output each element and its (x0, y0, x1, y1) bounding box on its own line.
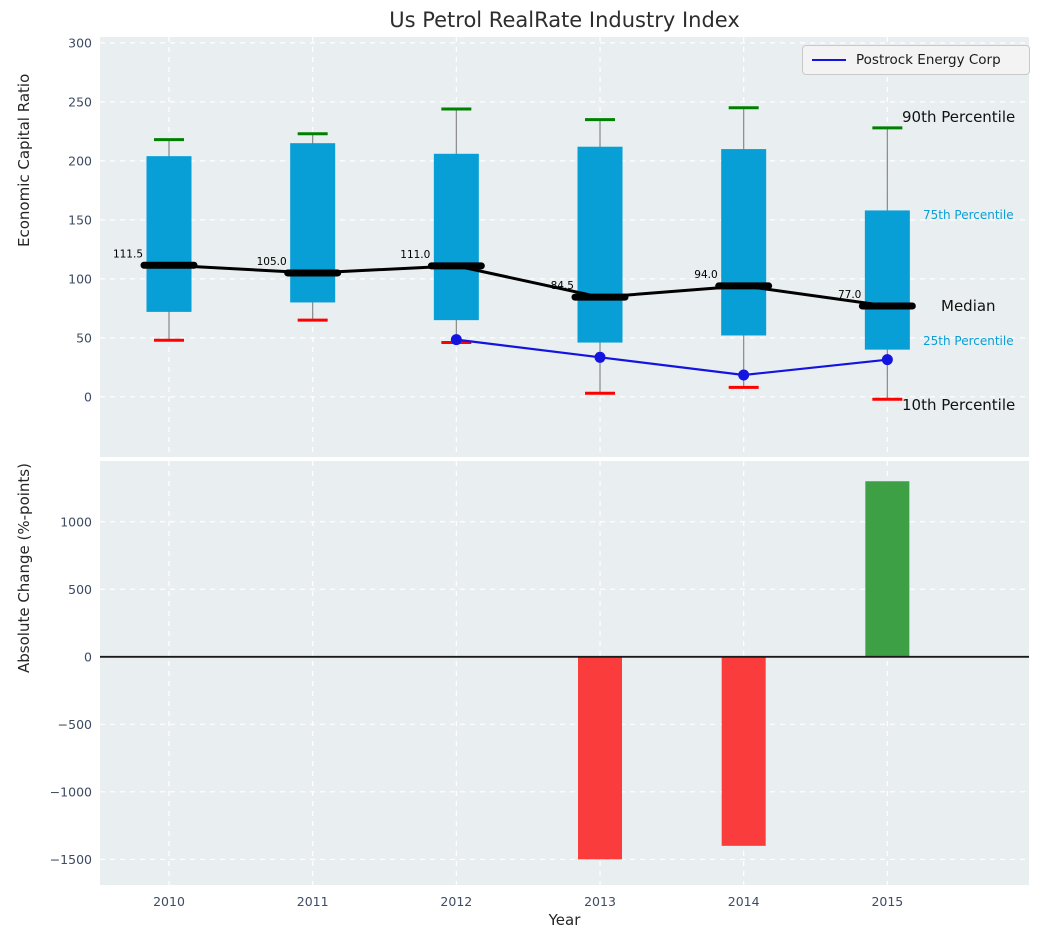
top-axes-y-tick-label: 50 (76, 330, 92, 345)
annotation-10th-percentile: 10th Percentile (902, 396, 1016, 414)
bottom-axes-y-tick-label: −1500 (50, 852, 92, 867)
median-value-label: 84.5 (551, 280, 574, 292)
median-value-label: 105.0 (257, 256, 287, 268)
percentile-box (433, 153, 479, 321)
annotation-75th-percentile: 75th Percentile (923, 208, 1014, 222)
positive-change-bar (865, 481, 910, 657)
median-value-label: 77.0 (838, 289, 861, 301)
company-point (738, 369, 750, 381)
annotation-90th-percentile: 90th Percentile (902, 108, 1016, 126)
top-axes-y-tick-label: 200 (68, 153, 92, 168)
legend: Postrock Energy Corp (802, 45, 1030, 75)
chart-title: Us Petrol RealRate Industry Index (389, 8, 740, 32)
company-point (594, 351, 606, 363)
top-axes-y-tick-label: 0 (84, 389, 92, 404)
top-axes-y-tick-label: 150 (68, 212, 92, 227)
median-value-label: 94.0 (694, 269, 717, 281)
x-tick-label: 2012 (440, 894, 472, 909)
percentile-box (721, 149, 767, 336)
percentile-box (577, 146, 623, 343)
company-line (456, 338, 888, 377)
negative-change-bar (721, 656, 766, 846)
negative-change-bar (578, 656, 623, 860)
x-tick-label: 2014 (728, 894, 760, 909)
percentile-box (146, 156, 192, 312)
x-tick-label: 2010 (153, 894, 185, 909)
top-axes-y-tick-label: 250 (68, 94, 92, 109)
percentile-box (864, 210, 910, 350)
percentile-box (290, 143, 336, 303)
top-axes-y-tick-label: 100 (68, 271, 92, 286)
legend-label: Postrock Energy Corp (856, 52, 1001, 68)
x-tick-label: 2015 (871, 894, 903, 909)
x-tick-label: 2013 (584, 894, 616, 909)
x-axis-label: Year (548, 911, 581, 929)
bottom-axes-y-tick-label: 1000 (60, 514, 92, 529)
company-point (450, 334, 462, 346)
median-value-label: 111.5 (113, 248, 143, 260)
bottom-axes-y-tick-label: 0 (84, 649, 92, 664)
x-tick-label: 2011 (297, 894, 329, 909)
company-point (881, 354, 893, 366)
median-value-label: 111.0 (400, 249, 430, 261)
bottom-axes-y-tick-label: −500 (58, 717, 92, 732)
legend-line-sample (812, 59, 846, 61)
bottom-axes-y-tick-label: −1000 (50, 784, 92, 799)
top-axes-y-tick-label: 300 (68, 35, 92, 50)
annotation-25th-percentile: 25th Percentile (923, 334, 1014, 348)
annotation-median: Median (941, 297, 996, 315)
bottom-axes-y-tick-label: 500 (68, 582, 92, 597)
